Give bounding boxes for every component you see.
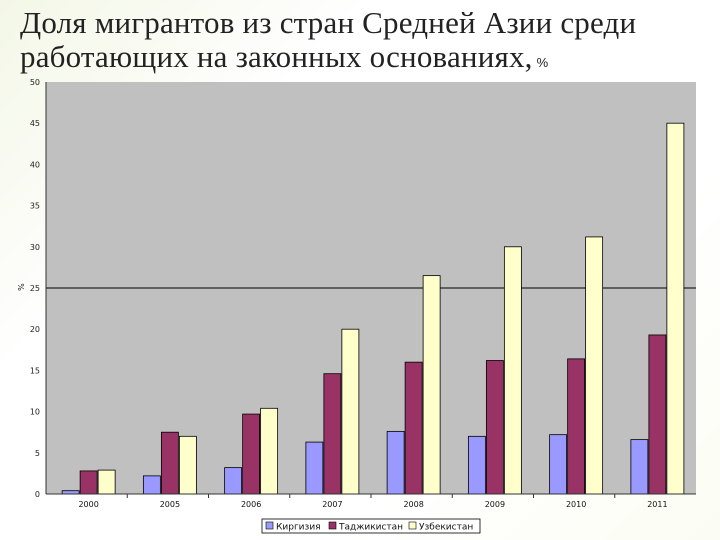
bar-3-2008 <box>422 275 441 495</box>
legend-label-3: Узбекистан <box>419 523 473 533</box>
bar-1-2006 <box>224 467 243 495</box>
bar-2-2010 <box>567 358 586 495</box>
bar-3-2011 <box>666 122 685 495</box>
y-tick-label: 20 <box>30 325 40 334</box>
bar-3-2010 <box>585 236 604 495</box>
y-tick-label: 45 <box>30 119 40 128</box>
x-tick-label: 2000 <box>78 500 98 509</box>
bar-3-2007 <box>341 328 360 495</box>
bar-2-2009 <box>485 360 504 495</box>
x-tick-label: 2006 <box>241 500 261 509</box>
legend-swatch-1 <box>265 521 274 530</box>
x-tick-label: 2008 <box>403 500 423 509</box>
bar-3-2005 <box>178 435 197 495</box>
bar-3-2000 <box>97 469 116 495</box>
bar-2-2000 <box>79 470 98 495</box>
bar-1-2009 <box>467 435 486 495</box>
y-tick-label: 35 <box>30 202 40 211</box>
legend-label-1: Киргизия <box>276 523 321 533</box>
legend-box <box>261 518 481 534</box>
bar-3-2009 <box>503 246 522 495</box>
y-tick-label: 30 <box>30 243 40 252</box>
x-tick-label: 2011 <box>647 500 667 509</box>
bar-2-2005 <box>160 431 179 495</box>
y-tick-label: 50 <box>30 78 40 87</box>
title-text: Доля мигрантов из стран Средней Азии сре… <box>20 5 637 74</box>
y-tick-label: 0 <box>35 490 40 499</box>
bar-2-2008 <box>404 361 423 495</box>
bar-1-2005 <box>142 475 161 495</box>
bar-2-2006 <box>242 413 261 495</box>
x-tick-label: 2007 <box>322 500 342 509</box>
legend-swatch-2 <box>328 521 337 530</box>
x-tick-label: 2005 <box>160 500 180 509</box>
bar-1-2010 <box>549 434 568 495</box>
y-tick-label: 25 <box>30 284 40 293</box>
y-tick-label: 5 <box>35 449 40 458</box>
y-tick-label: 15 <box>30 366 40 375</box>
legend-label-2: Таджикистан <box>338 523 403 533</box>
bar-2-2011 <box>648 334 667 495</box>
x-tick-label: 2010 <box>566 500 586 509</box>
bar-1-2007 <box>305 441 324 495</box>
bar-2-2007 <box>323 373 342 495</box>
title-unit: % <box>536 55 549 70</box>
bar-3-2006 <box>260 407 279 495</box>
slide-title: Доля мигрантов из стран Средней Азии сре… <box>20 6 710 80</box>
bar-1-2008 <box>386 430 405 495</box>
bar-1-2011 <box>630 439 649 495</box>
y-tick-label: 10 <box>30 408 40 417</box>
x-tick-label: 2009 <box>485 500 505 509</box>
legend-swatch-3 <box>408 521 417 530</box>
y-axis-label: % <box>17 283 26 291</box>
y-tick-label: 40 <box>30 160 40 169</box>
